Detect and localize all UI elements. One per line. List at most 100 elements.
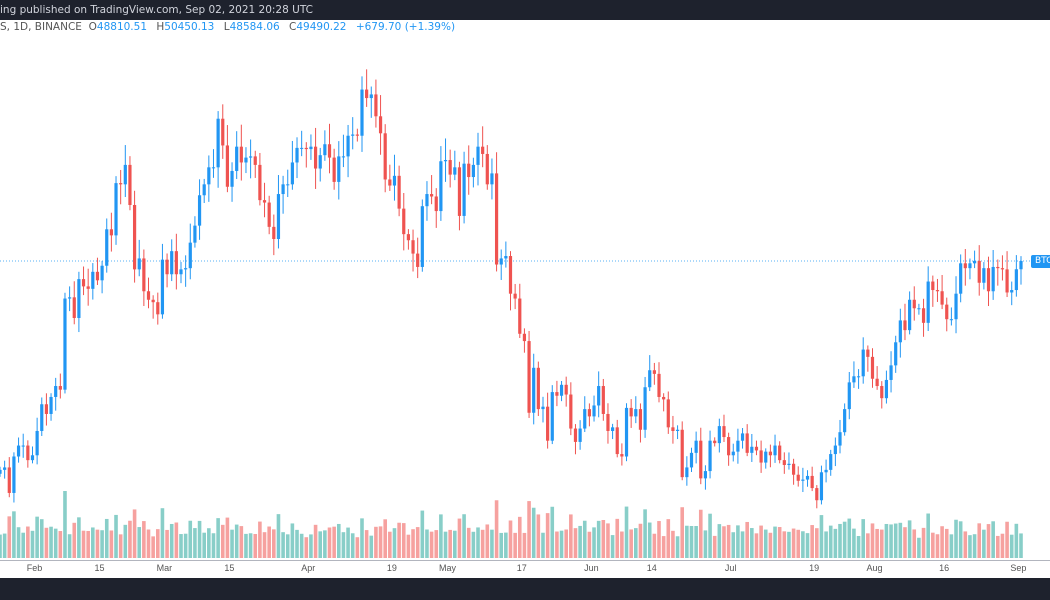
candle-body [105, 229, 109, 266]
volume-bar [91, 527, 95, 558]
candle-body [541, 406, 545, 410]
candle-body [114, 183, 118, 236]
candle-body [727, 437, 731, 456]
volume-bar [504, 532, 508, 558]
candle-body [963, 263, 967, 269]
change-value: +679.70 (+1.39%) [355, 21, 456, 33]
close-value: 49490.22 [296, 21, 347, 33]
candle-body [35, 430, 39, 456]
volume-bar [782, 531, 787, 558]
volume-bar [290, 523, 295, 558]
candlestick-chart[interactable] [0, 0, 1050, 560]
candle-body [573, 428, 578, 442]
volume-bar [95, 529, 100, 558]
volume-bar [963, 531, 968, 558]
volume-bar [879, 529, 884, 558]
candle-body [982, 268, 986, 283]
volume-bar [694, 526, 698, 558]
time-axis[interactable]: Feb 15 Mar 15 Apr 19 May 17 Jun 14 Jul 19 Aug 16 Sep [0, 560, 1050, 579]
candle-body [843, 409, 847, 433]
candle-body [63, 298, 67, 390]
bottom-bar [0, 578, 1050, 600]
candle-body [564, 384, 568, 395]
candle-body [68, 297, 72, 299]
candle-body [365, 89, 369, 99]
candle-body [341, 156, 346, 158]
candle-body [754, 446, 759, 451]
volume-bar [620, 531, 624, 558]
volume-bar [7, 516, 12, 558]
candle-body [805, 475, 810, 480]
volume-bar [207, 528, 211, 558]
candle-body [583, 409, 587, 429]
candle-body [801, 479, 805, 481]
candle-body [685, 467, 689, 478]
candle-body [471, 164, 475, 178]
volume-bar [736, 525, 740, 558]
candle-body [652, 370, 656, 374]
volume-bar [907, 520, 912, 558]
candle-body [601, 386, 605, 414]
volume-bar [1009, 534, 1014, 558]
volume-bar [810, 525, 814, 558]
volume-bar [638, 523, 643, 558]
volume-bar [722, 526, 726, 558]
candle-body [903, 320, 907, 331]
candle-body [327, 144, 332, 158]
volume-bar [72, 522, 77, 558]
volume-bar [740, 531, 745, 558]
candle-body [1019, 260, 1023, 270]
volume-bar [791, 528, 796, 558]
candle-body [406, 234, 410, 241]
volume-bar [870, 523, 875, 558]
candle-body [388, 179, 392, 186]
candle-body [290, 162, 294, 185]
volume-bar [954, 519, 958, 558]
candle-body [713, 440, 717, 444]
candle-body [188, 242, 192, 269]
candle-body [184, 268, 188, 270]
volume-bar [114, 514, 118, 558]
volume-bar [197, 520, 202, 558]
candle-body [369, 94, 373, 99]
candle-body [662, 396, 666, 400]
volume-bar [494, 500, 499, 558]
volume-bar [555, 531, 559, 558]
volume-bar [44, 527, 49, 558]
volume-bar [689, 526, 694, 558]
candle-body [267, 202, 271, 227]
candle-body [434, 196, 438, 212]
volume-bar [1019, 533, 1023, 558]
volume-bar [420, 510, 425, 558]
volume-bar [378, 526, 383, 558]
candle-body [337, 156, 341, 182]
volume-bar [717, 524, 722, 558]
volume-bar [657, 521, 661, 558]
candle-body [416, 253, 420, 267]
volume-bar [485, 524, 490, 558]
volume-bar [132, 509, 137, 558]
volume-bar [513, 532, 517, 558]
volume-bar [225, 517, 230, 558]
candle-body [824, 469, 828, 473]
candle-body [193, 225, 197, 243]
candle-body [174, 251, 178, 275]
volume-bar [285, 534, 290, 558]
candle-body [894, 342, 898, 366]
volume-bar [536, 514, 541, 558]
ohlc-legend: S, 1D, BINANCE O48810.51 H50450.13 L4858… [0, 21, 461, 33]
candle-body [759, 450, 763, 463]
candle-body [731, 451, 735, 456]
volume-bar [634, 528, 638, 558]
candle-body [425, 194, 429, 207]
volume-bar [926, 513, 930, 558]
volume-bar [323, 530, 327, 558]
candle-body [778, 445, 782, 461]
candle-body [536, 367, 540, 410]
candle-body [230, 170, 234, 187]
volume-bar [118, 534, 123, 558]
candle-body [782, 460, 786, 465]
x-tick-label: Sep [1010, 563, 1027, 573]
candle-body [378, 116, 383, 134]
volume-bar [169, 523, 174, 558]
